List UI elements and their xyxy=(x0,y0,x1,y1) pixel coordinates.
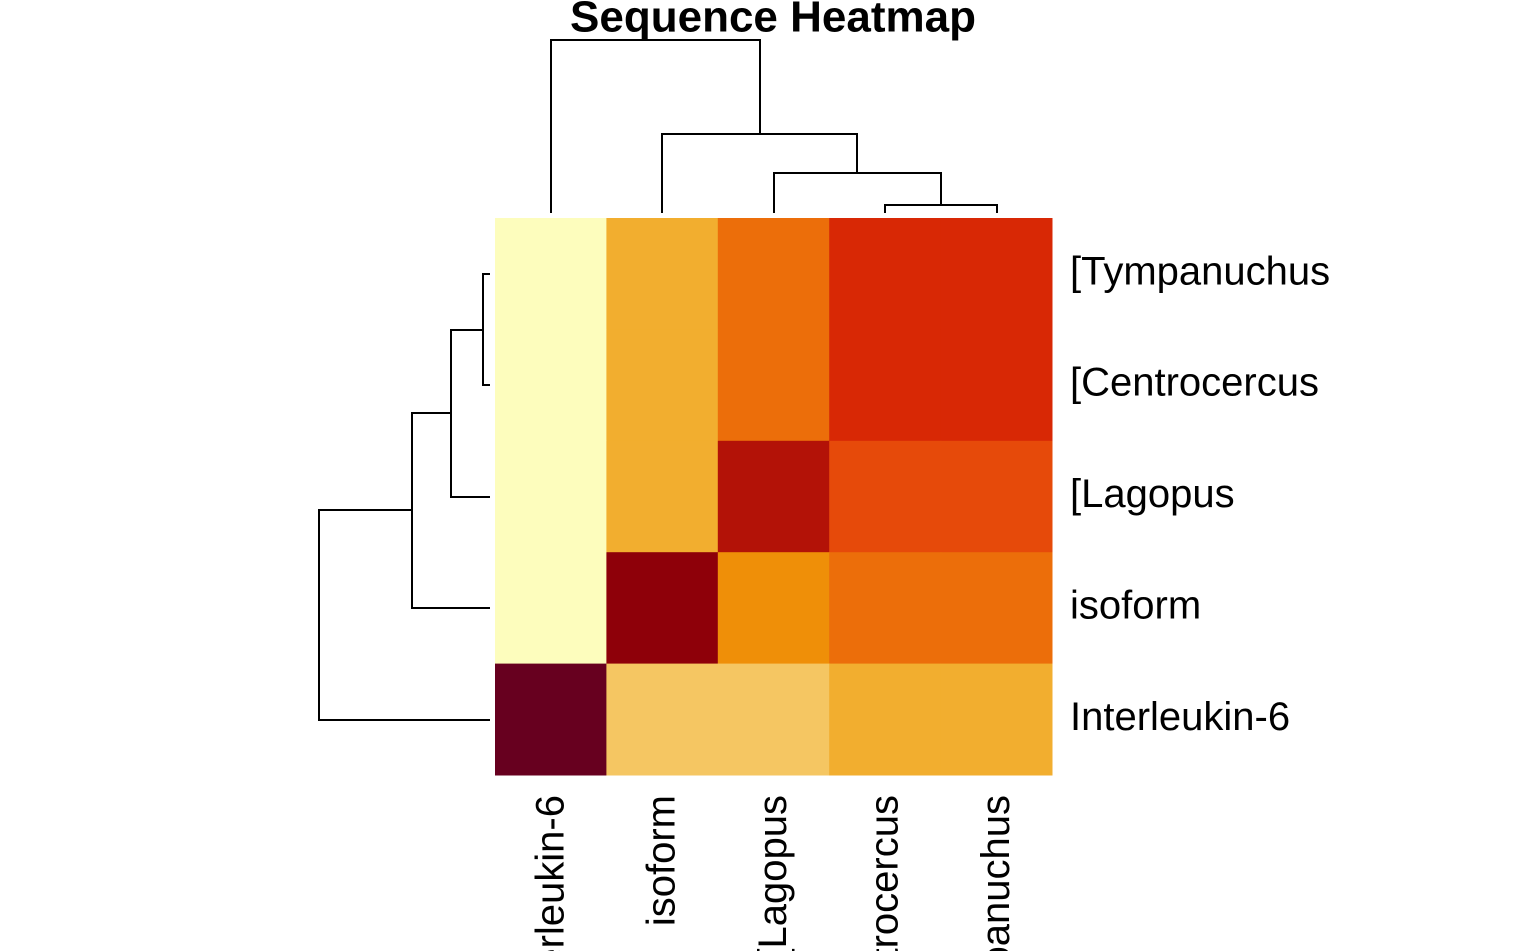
column-label: [Centrocercus xyxy=(862,795,906,951)
row-dendrogram xyxy=(318,273,490,721)
column-dendrogram xyxy=(550,39,998,213)
heatmap-cell xyxy=(717,440,830,553)
column-label: isoform xyxy=(640,795,684,926)
heatmap-cell xyxy=(717,663,830,776)
chart-title: Sequence Heatmap xyxy=(570,0,976,42)
heatmap-cell xyxy=(940,218,1053,330)
heatmap-cell xyxy=(606,663,719,776)
heatmap-cell xyxy=(717,552,830,665)
heatmap-cell xyxy=(495,440,607,553)
row-label: Interleukin-6 xyxy=(1070,695,1290,739)
heatmap-cell xyxy=(606,329,719,442)
heatmap-cell xyxy=(606,552,719,665)
heatmap-cell xyxy=(495,329,607,442)
heatmap-cell xyxy=(717,329,830,442)
heatmap-cell xyxy=(940,663,1053,776)
heatmap-cell xyxy=(717,218,830,330)
heatmap-cell xyxy=(829,218,942,330)
heatmap-cell xyxy=(940,552,1053,665)
row-label: [Tympanuchus xyxy=(1070,249,1330,293)
heatmap-cell xyxy=(829,440,942,553)
heatmap-cell xyxy=(495,218,607,330)
heatmap-cell xyxy=(495,663,607,776)
column-label: [Tympanuchus xyxy=(974,795,1018,951)
heatmap-cell xyxy=(495,552,607,665)
row-label: [Lagopus xyxy=(1070,472,1235,516)
heatmap-cell xyxy=(940,329,1053,442)
row-label: [Centrocercus xyxy=(1070,361,1319,405)
row-label: isoform xyxy=(1070,583,1201,627)
heatmap-cell xyxy=(940,440,1053,553)
column-label: Interleukin-6 xyxy=(528,795,572,951)
heatmap-cell xyxy=(606,440,719,553)
heatmap-cell xyxy=(829,663,942,776)
heatmap-cell xyxy=(829,329,942,442)
heatmap-cell xyxy=(829,552,942,665)
column-label: [Lagopus xyxy=(751,795,795,951)
heatmap-cell xyxy=(606,218,719,330)
